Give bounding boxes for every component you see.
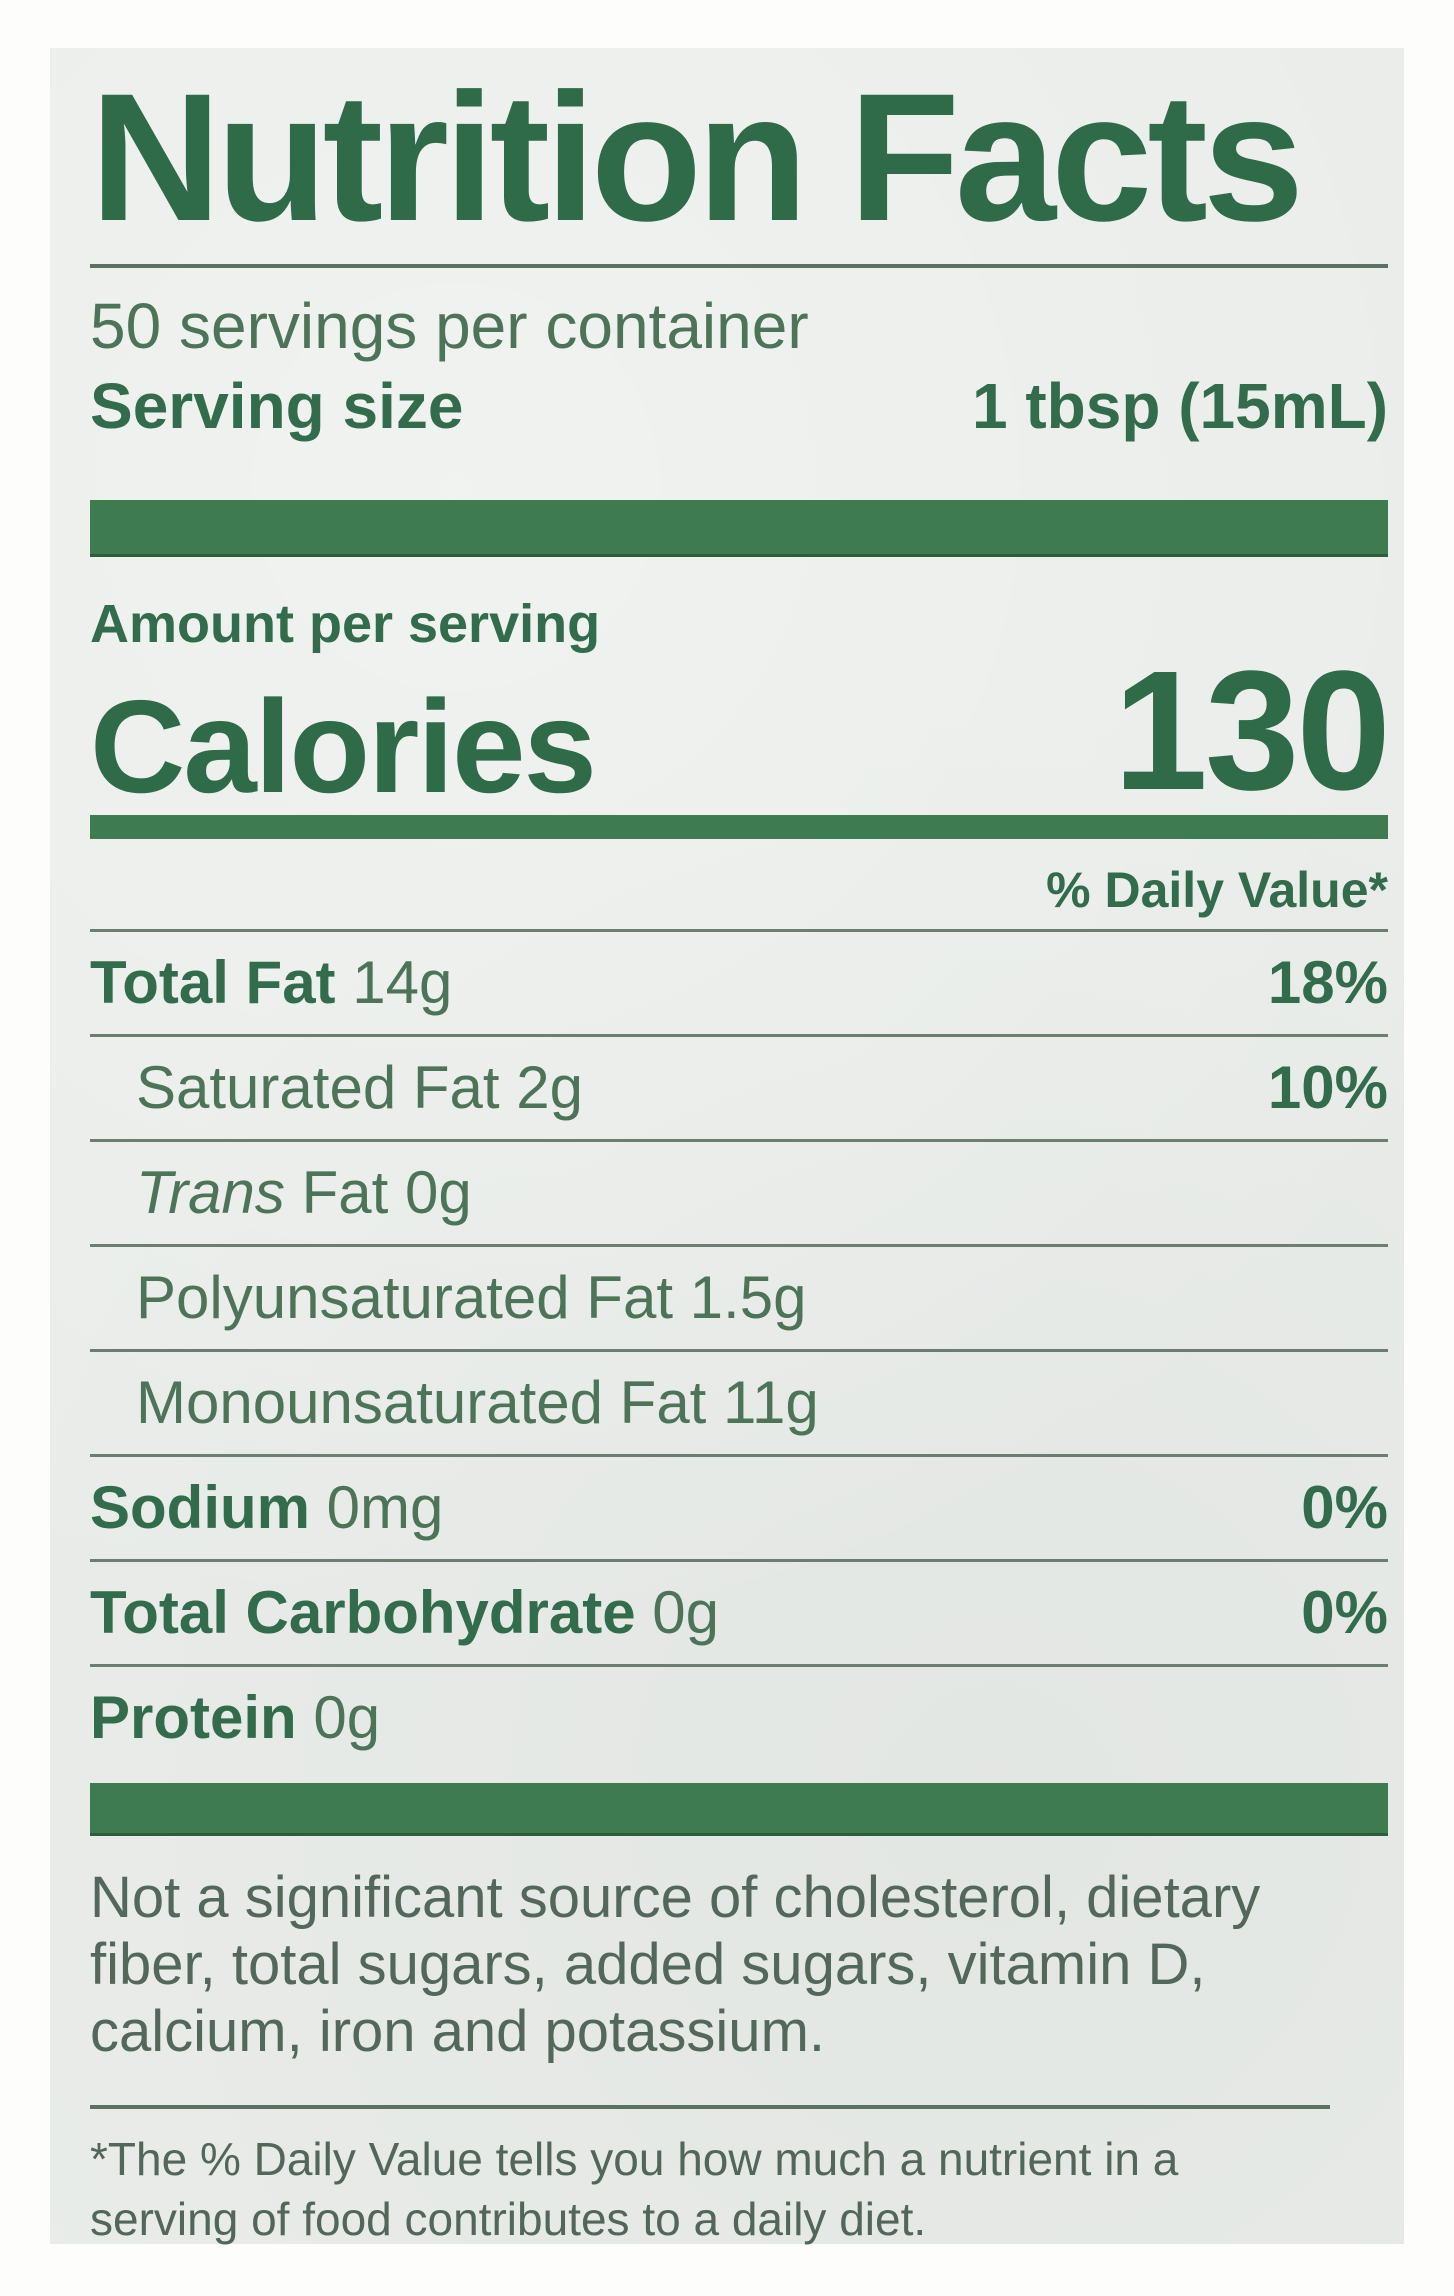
daily-value-footnote: *The % Daily Value tells you how much a … <box>90 2105 1330 2249</box>
serving-size-row: Serving size 1 tbsp (15mL) <box>90 370 1388 438</box>
calories-value: 130 <box>1113 636 1391 826</box>
amount-per-serving-label: Amount per serving <box>90 594 601 654</box>
nutrient-name-amount: Monounsaturated Fat 11g <box>136 1369 819 1436</box>
nutrient-row-polyunsaturated-fat: Polyunsaturated Fat 1.5g <box>90 1244 1388 1349</box>
nutrient-name-amount: Saturated Fat 2g <box>136 1054 583 1121</box>
nutrient-row-protein: Protein 0g <box>90 1664 1388 1769</box>
nutrition-facts-label: Nutrition Facts 50 servings per containe… <box>50 48 1404 2245</box>
nutrient-name-amount: Total Carbohydrate 0g <box>90 1579 720 1646</box>
nutrient-name-amount: Protein 0g <box>90 1684 381 1751</box>
daily-value-percent: 18% <box>1267 949 1388 1016</box>
serving-size-label: Serving size <box>90 370 464 442</box>
calories-label: Calories <box>90 673 597 820</box>
daily-value-percent: 10% <box>1267 1054 1388 1121</box>
separator-bar-bottom <box>90 1783 1388 1836</box>
nutrient-name-amount: Trans Fat 0g <box>136 1159 472 1226</box>
daily-value-percent: 0% <box>1301 1474 1388 1541</box>
nutrient-row-sodium: Sodium 0mg 0% <box>90 1454 1388 1559</box>
nutrient-row-monounsaturated-fat: Monounsaturated Fat 11g <box>90 1349 1388 1454</box>
nutrient-name-amount: Polyunsaturated Fat 1.5g <box>136 1264 807 1331</box>
nutrient-row-total-fat: Total Fat 14g 18% <box>90 929 1388 1034</box>
separator-bar-top <box>90 500 1388 557</box>
nutrient-name-amount: Sodium 0mg <box>90 1474 444 1541</box>
nutrient-row-total-carbohydrate: Total Carbohydrate 0g 0% <box>90 1559 1388 1664</box>
daily-value-header: % Daily Value* <box>1046 862 1388 918</box>
calories-row: Calories 130 <box>90 636 1391 826</box>
serving-size-value: 1 tbsp (15mL) <box>971 370 1388 442</box>
label-title: Nutrition Facts <box>90 66 1388 268</box>
nutrient-row-saturated-fat: Saturated Fat 2g 10% <box>90 1034 1388 1139</box>
daily-value-percent: 0% <box>1301 1579 1388 1646</box>
separator-bar-calories <box>90 815 1388 839</box>
not-significant-source-note: Not a significant source of cholesterol,… <box>90 1865 1261 2064</box>
nutrient-name-amount: Total Fat 14g <box>90 949 453 1016</box>
servings-per-container: 50 servings per container <box>90 290 809 362</box>
nutrient-row-trans-fat: Trans Fat 0g <box>90 1139 1388 1244</box>
